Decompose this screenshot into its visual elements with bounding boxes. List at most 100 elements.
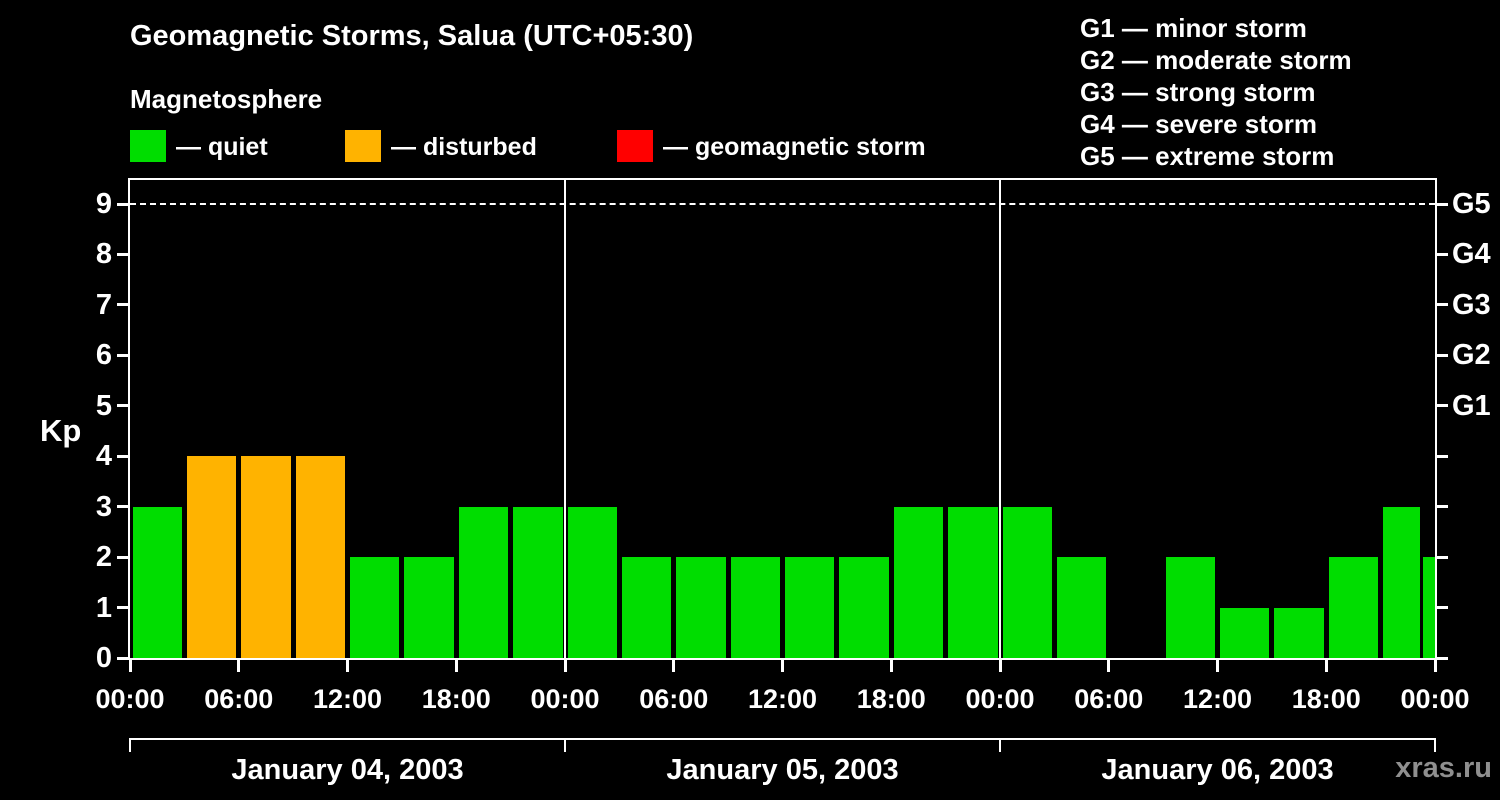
kp-bar <box>676 557 726 658</box>
x-axis-label: 00:00 <box>95 684 165 714</box>
y-axis-tick-left <box>117 656 128 660</box>
storm-scale-line-1: G1 — minor storm <box>1080 13 1307 43</box>
kp-bar <box>1002 506 1052 658</box>
x-axis-tick <box>672 660 676 672</box>
y-axis-label: 7 <box>95 288 112 321</box>
x-axis-label: 18:00 <box>856 684 926 714</box>
x-axis-label: 06:00 <box>204 684 274 714</box>
y-axis-tick-left <box>117 505 128 509</box>
y-axis-tick-right <box>1437 404 1448 408</box>
kp-bar <box>785 557 835 658</box>
x-axis-label: 00:00 <box>1400 684 1470 714</box>
y-axis-label: 0 <box>95 642 112 674</box>
x-axis-tick <box>128 660 132 672</box>
kp-bar <box>186 456 237 658</box>
kp-bar <box>1328 557 1379 658</box>
y-axis-label: 3 <box>95 490 112 523</box>
x-axis-tick <box>237 660 241 672</box>
x-axis-tick <box>563 660 567 672</box>
x-axis-label: 12:00 <box>312 684 383 714</box>
day-bracket-tick-0 <box>129 738 131 752</box>
storm-scale-line-5: G5 — extreme storm <box>1080 141 1335 171</box>
kp-bar <box>839 557 889 658</box>
kp-bar <box>1056 557 1107 658</box>
day-label: January 06, 2003 <box>1101 754 1334 786</box>
kp-bar <box>948 506 998 658</box>
x-axis-tick <box>1107 660 1111 672</box>
kp-bar <box>893 506 944 658</box>
g-scale-label: G2 <box>1452 339 1491 372</box>
g-scale-label: G4 <box>1452 238 1491 271</box>
day-boundary-line-1 <box>999 180 1001 658</box>
y-axis-tick-left <box>117 303 128 307</box>
legend-swatch-1 <box>345 130 381 162</box>
x-axis-label: 00:00 <box>965 684 1035 714</box>
kp-bar <box>567 506 617 658</box>
kp-bar <box>1220 607 1270 658</box>
x-axis-label: 00:00 <box>530 684 600 714</box>
y-axis-title: Kp <box>40 413 82 448</box>
kp-bar <box>730 557 780 658</box>
x-axis-tick <box>454 660 458 672</box>
kp-bar <box>513 506 563 658</box>
x-axis-tick <box>781 660 784 672</box>
y-axis-tick-left <box>117 606 128 610</box>
y-axis-label: 4 <box>95 440 112 473</box>
day-bracket-tick-3 <box>1434 738 1436 752</box>
x-axis-label: 06:00 <box>639 684 709 714</box>
legend-swatch-2 <box>617 130 653 162</box>
y-axis-label: 9 <box>95 188 112 220</box>
y-axis-tick-left <box>117 252 128 256</box>
y-axis-tick-right <box>1437 454 1448 458</box>
x-axis-tick <box>346 660 349 672</box>
x-axis-label: 18:00 <box>1291 684 1361 714</box>
day-label: January 05, 2003 <box>666 754 899 786</box>
day-boundary-line-0 <box>564 180 566 658</box>
y-axis-tick-right <box>1437 252 1448 256</box>
x-axis-tick <box>1324 660 1328 672</box>
kp-bar <box>1383 506 1420 658</box>
y-axis-label: 5 <box>95 389 112 422</box>
legend-swatch-0 <box>130 130 166 162</box>
watermark: xras.ru <box>1395 752 1492 784</box>
g-scale-label: G5 <box>1452 188 1491 220</box>
y-axis-label: 8 <box>95 238 112 271</box>
x-axis-tick <box>1216 660 1219 672</box>
gridline-kp9 <box>130 203 1435 205</box>
kp-bar <box>132 506 182 658</box>
storm-scale-line-3: G3 — strong storm <box>1080 77 1316 107</box>
x-axis-tick <box>998 660 1002 672</box>
y-axis-tick-right <box>1437 202 1448 206</box>
y-axis-tick-left <box>117 404 128 408</box>
plot-frame <box>128 178 1437 660</box>
legend-label-0: — quiet <box>176 133 268 161</box>
x-axis-label: 18:00 <box>421 684 491 714</box>
y-axis-label: 6 <box>95 339 112 372</box>
y-axis-tick-left <box>117 454 128 458</box>
y-axis-tick-right <box>1437 656 1448 660</box>
day-bracket-tick-1 <box>564 738 566 752</box>
x-axis-tick <box>889 660 893 672</box>
y-axis-tick-right <box>1437 555 1448 559</box>
kp-bar <box>350 557 400 658</box>
day-label: January 04, 2003 <box>231 754 464 786</box>
kp-bar <box>1165 557 1215 658</box>
kp-bar <box>295 456 345 658</box>
storm-scale-line-2: G2 — moderate storm <box>1080 45 1352 75</box>
day-bracket-line <box>130 738 1435 740</box>
y-axis-tick-right <box>1437 606 1448 610</box>
g-scale-label: G3 <box>1452 288 1491 321</box>
y-axis-label: 1 <box>95 591 112 624</box>
y-axis-tick-left <box>117 555 128 559</box>
kp-bar <box>621 557 672 658</box>
y-axis-tick-left <box>117 353 128 357</box>
page-title: Geomagnetic Storms, Salua (UTC+05:30) <box>130 20 694 52</box>
x-axis-tick <box>1433 660 1437 672</box>
g-scale-label: G1 <box>1452 389 1491 422</box>
y-axis-tick-right <box>1437 505 1448 509</box>
kp-bar-partial <box>1423 557 1435 658</box>
y-axis-tick-left <box>117 202 128 206</box>
x-axis-label: 06:00 <box>1074 684 1144 714</box>
x-axis-label: 12:00 <box>1182 684 1253 714</box>
x-axis-label: 12:00 <box>747 684 818 714</box>
